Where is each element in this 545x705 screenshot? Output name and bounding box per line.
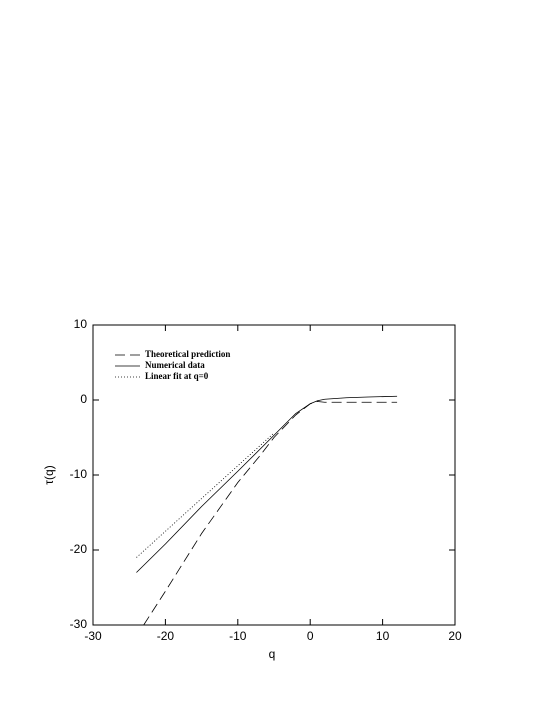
y-axis-label: τ(q) xyxy=(42,465,56,484)
y-tick-label: -20 xyxy=(70,542,88,556)
series-line xyxy=(136,395,398,573)
legend-label: Numerical data xyxy=(145,360,205,370)
y-tick-label: -30 xyxy=(70,617,88,631)
legend-label: Theoretical prediction xyxy=(145,349,230,359)
series-line xyxy=(136,432,275,558)
series-line xyxy=(143,401,398,626)
x-tick-label: 0 xyxy=(307,629,314,643)
x-tick-label: -30 xyxy=(84,629,102,643)
x-tick-label: -10 xyxy=(229,629,247,643)
x-axis-label: q xyxy=(269,647,276,661)
x-tick-label: 20 xyxy=(448,629,462,643)
x-tick-label: 10 xyxy=(376,629,390,643)
y-tick-label: -10 xyxy=(70,467,88,481)
x-tick-label: -20 xyxy=(157,629,175,643)
y-tick-label: 10 xyxy=(74,317,88,331)
legend-label: Linear fit at q=0 xyxy=(145,371,209,381)
y-tick-label: 0 xyxy=(80,392,87,406)
